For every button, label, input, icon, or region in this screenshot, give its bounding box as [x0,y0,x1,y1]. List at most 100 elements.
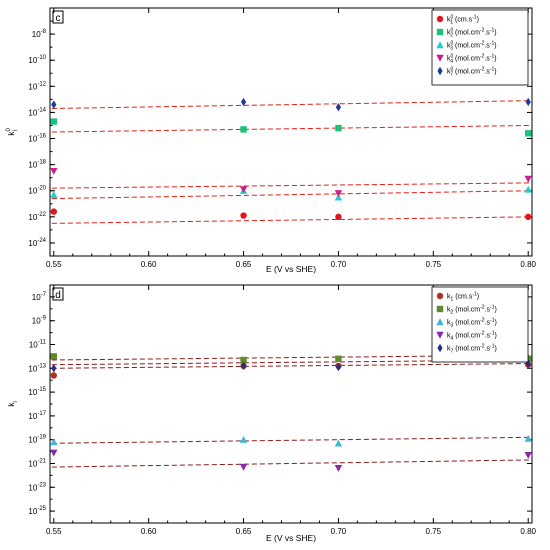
x-tick-label: 0.60 [141,260,157,269]
legend-label: k4 (mol.cm-2.s-1) [447,331,497,342]
series-3 [50,185,532,201]
data-point [524,185,532,193]
legend-item-5: k0 7 (mol.cm-2.s-1) [437,67,497,78]
x-tick-label: 0.80 [520,260,536,269]
y-tick-label: 10-20 [28,186,46,196]
y-tick-label: 10-7 [32,292,47,302]
panel-label-text: d [55,290,61,301]
data-point [524,451,532,459]
y-tick-label: 10-11 [29,340,47,350]
legend-item-2: k2 (mol.cm-2.s-1) [436,305,497,316]
y-tick-label: 10-10 [28,55,46,65]
data-point [239,436,248,443]
y-tick-label: 10-18 [28,160,46,170]
legend-label: k7 (mol.cm-2.s-1) [447,344,497,355]
legend-label: k0 2 (mol.cm-2.s-1) [447,28,497,39]
y-tick-label: 10-12 [28,81,46,91]
legend-item-3: k0 3 (mol.cm-2.s-1) [436,41,497,52]
data-point [50,438,58,446]
data-point [334,439,343,447]
y-tick-label: 10-15 [28,387,46,397]
x-tick-label: 0.55 [46,260,62,269]
data-point [525,213,532,221]
series-2 [50,118,532,137]
plot-frame [49,7,533,257]
y-tick-label: 10-22 [28,212,46,222]
data-point [240,212,247,219]
y-tick-label: 10-8 [32,29,47,39]
y-tick-label: 10-9 [32,316,47,326]
data-point [335,103,342,112]
fit-line-5 [51,100,531,110]
legend-marker [436,28,444,36]
legend-marker [436,41,444,49]
data-point [50,353,57,360]
y-tick-label: 10-16 [28,134,46,144]
series-5 [51,359,531,373]
panel-label-box [52,10,64,24]
data-point [525,130,532,137]
legend-label: k0 3 (mol.cm-2.s-1) [447,41,497,52]
x-tick-label: 0.65 [236,260,252,269]
data-point [50,118,57,125]
y-axis-title: ki [6,401,19,407]
series-1 [50,361,532,379]
legend-box [431,9,529,86]
legend-item-1: k1 (cm.s-1) [436,292,479,303]
y-axis-title-text: k0i [6,128,19,136]
fit-line-4 [51,182,531,189]
y-axis-title-text: ki [6,401,19,407]
data-point [240,126,247,133]
legend-item-4: k0 4 (mol.cm-2.s-1) [436,54,497,65]
panel-label-box [52,287,64,301]
legend-label: k3 (mol.cm-2.s-1) [447,318,497,329]
data-point [240,361,247,371]
data-point [50,372,57,379]
x-tick-label: 0.70 [331,527,347,536]
series-4 [50,449,532,472]
y-tick-label: 10-19 [28,435,46,445]
panel-label-text: c [56,13,61,24]
data-point [50,167,58,175]
y-tick-label: 10-25 [28,506,46,516]
legend-marker [436,15,444,23]
legend-label: k0 7 (mol.cm-2.s-1) [447,67,497,78]
panel-label: d [52,287,64,301]
y-tick-label: 10-17 [28,411,46,421]
y-tick-label: 10-21 [28,459,46,469]
data-point [524,175,532,183]
data-point [335,213,342,221]
y-tick-label: 10-23 [28,482,46,492]
y-tick-label: 10-14 [28,107,46,117]
x-tick-label: 0.60 [141,527,157,536]
data-point [334,190,343,198]
data-point [50,208,57,215]
fit-line-2 [51,124,531,133]
data-point [240,97,247,107]
y-axis-title: k0i [6,128,19,136]
x-tick-label: 0.70 [331,260,347,269]
legend-label: k1 (cm.s-1) [447,292,479,303]
series-5 [51,97,531,112]
x-tick-label: 0.65 [236,527,252,536]
legend-item-1: k0 1 (cm.s-1) [436,15,479,26]
y-tick-label: 10-24 [28,238,46,248]
chart-panel-d: d 0.55 0.60 0.65 0.70 0.75 0.80 10-7 10-9 10-11 10… [6,284,537,543]
data-point [335,355,342,362]
x-tick-label: 0.80 [520,527,536,536]
legend-marker [437,343,443,353]
series-4 [50,167,532,198]
legend-label: k2 (mol.cm-2.s-1) [447,305,497,316]
chart-panel-c: c 0.55 0.60 0.65 0.70 0.75 0.80 10-8 10-10 10-12 1… [6,7,537,274]
fit-line-3 [51,190,531,200]
legend: k0 1 (cm.s-1) k0 2 (mol.cm-2.s-1) k0 3 (mol.c… [431,9,529,86]
series-1 [50,208,532,221]
legend-marker [436,54,444,62]
fit-line-4 [51,459,531,468]
data-point [239,463,248,471]
x-axis-title: E (V vs SHE) [266,264,316,274]
data-point [50,190,58,198]
data-point [335,362,342,372]
data-point [334,465,343,472]
